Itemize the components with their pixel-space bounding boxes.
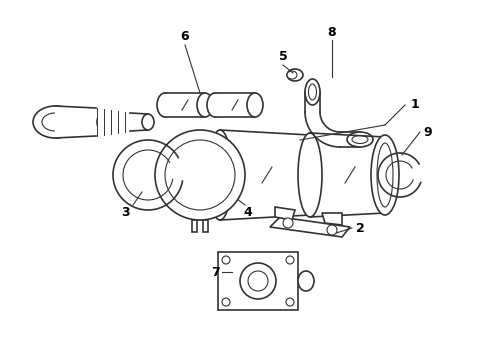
Polygon shape <box>275 207 295 220</box>
Polygon shape <box>192 220 197 232</box>
Polygon shape <box>55 106 96 138</box>
Ellipse shape <box>371 135 399 215</box>
Polygon shape <box>203 220 208 232</box>
Ellipse shape <box>42 113 68 131</box>
Text: 3: 3 <box>121 206 129 219</box>
Ellipse shape <box>247 93 263 117</box>
Ellipse shape <box>287 71 297 79</box>
Text: 9: 9 <box>424 126 432 139</box>
Text: 5: 5 <box>279 50 287 63</box>
Ellipse shape <box>197 93 213 117</box>
Circle shape <box>165 140 235 210</box>
Ellipse shape <box>298 271 314 291</box>
Circle shape <box>286 256 294 264</box>
Polygon shape <box>130 113 148 131</box>
Ellipse shape <box>70 114 90 130</box>
Circle shape <box>248 271 268 291</box>
Polygon shape <box>218 252 298 310</box>
Ellipse shape <box>305 79 320 105</box>
Circle shape <box>240 263 276 299</box>
Ellipse shape <box>287 69 303 81</box>
Circle shape <box>222 298 230 306</box>
Text: 2: 2 <box>356 221 365 234</box>
Ellipse shape <box>207 93 223 117</box>
Circle shape <box>222 256 230 264</box>
Circle shape <box>286 298 294 306</box>
Ellipse shape <box>33 106 77 138</box>
Ellipse shape <box>352 135 368 144</box>
Polygon shape <box>270 217 350 237</box>
Polygon shape <box>322 213 342 225</box>
Ellipse shape <box>208 130 232 220</box>
Ellipse shape <box>309 84 317 100</box>
Polygon shape <box>215 93 255 117</box>
Circle shape <box>155 130 245 220</box>
Ellipse shape <box>347 132 373 147</box>
Text: 4: 4 <box>244 206 252 219</box>
Ellipse shape <box>377 143 393 207</box>
Text: 1: 1 <box>411 99 419 112</box>
Text: 8: 8 <box>328 26 336 39</box>
Circle shape <box>283 218 293 228</box>
Ellipse shape <box>298 133 322 217</box>
Polygon shape <box>310 133 385 217</box>
Circle shape <box>327 225 337 235</box>
Polygon shape <box>220 130 310 220</box>
Text: 6: 6 <box>181 31 189 44</box>
Ellipse shape <box>142 114 154 130</box>
Polygon shape <box>165 93 205 117</box>
Ellipse shape <box>64 108 96 136</box>
Text: 7: 7 <box>211 266 220 279</box>
Ellipse shape <box>157 93 173 117</box>
